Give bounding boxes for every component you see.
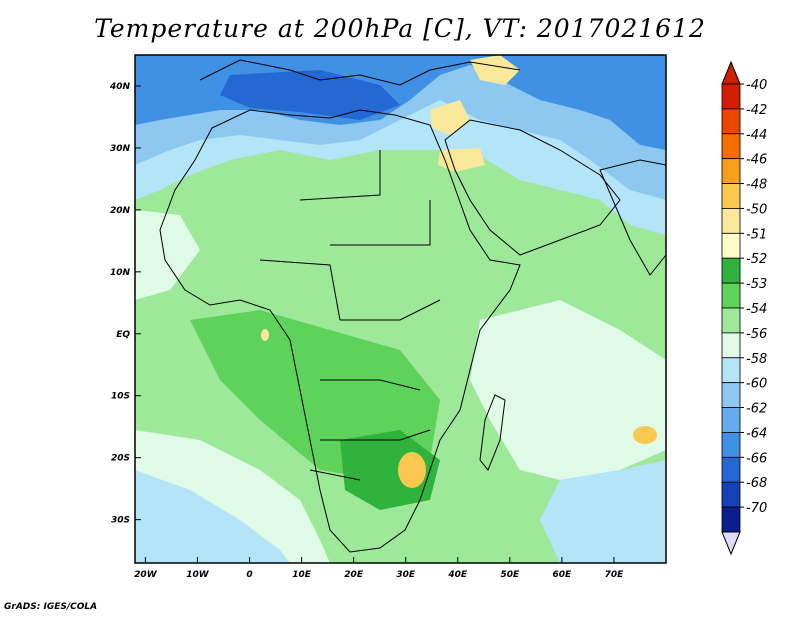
colorbar-swatch	[721, 108, 741, 135]
colorbar-label: -52	[746, 252, 767, 267]
colorbar-label: -48	[746, 178, 767, 193]
cold-region-south-mid	[135, 470, 290, 563]
colorbar-label: -51	[746, 227, 767, 242]
colorbar-label: -60	[746, 377, 767, 392]
warm-spot-congo	[261, 329, 269, 341]
x-tick-label: 10E	[292, 570, 312, 580]
y-tick-label: 20N	[110, 206, 131, 216]
grads-credit: GrADS: IGES/COLA	[4, 602, 98, 612]
x-tick-label: 50E	[500, 570, 520, 580]
colorbar-bottom-arrow	[721, 531, 741, 556]
colorbar-label: -68	[746, 476, 767, 491]
x-axis: 20W 10W 0 10E 20E 30E 40E 50E 60E 70E	[134, 557, 624, 580]
colorbar-label: -62	[746, 402, 767, 417]
colorbar-label: -66	[746, 451, 767, 466]
y-axis: 40N 30N 20N 10N EQ 10S 20S 30S	[109, 82, 141, 526]
colorbar-swatch	[721, 282, 741, 309]
y-tick-label: 30N	[110, 144, 131, 154]
colorbar-swatch	[721, 183, 741, 209]
colorbar-label: -54	[746, 302, 767, 317]
y-tick-label: EQ	[116, 330, 130, 340]
colorbar-label: -70	[746, 501, 767, 516]
colorbar-swatch	[721, 133, 741, 160]
colorbar-label: -50	[746, 202, 767, 217]
europe-coastline	[199, 59, 521, 86]
indian-ocean-cold	[540, 460, 666, 563]
y-tick-label: 10S	[111, 392, 130, 402]
x-tick-label: 20W	[134, 570, 158, 580]
plot-frame	[134, 54, 667, 564]
colorbar-swatch	[721, 83, 741, 110]
cold-region-north-core	[220, 70, 400, 120]
x-tick-label: 60E	[553, 570, 573, 580]
india-coastline	[599, 159, 666, 276]
x-tick-label: 30E	[396, 570, 416, 580]
colorbar-top-arrow	[721, 60, 741, 85]
indian-ocean-region	[470, 300, 666, 480]
colorbar-label: -58	[746, 352, 767, 367]
colorbar-label: -40	[746, 78, 767, 93]
x-tick-label: 0	[246, 570, 252, 580]
warm-region-middle-east	[430, 55, 520, 172]
x-tick-label: 70E	[605, 570, 625, 580]
colorbar-swatch	[721, 382, 741, 408]
colorbar-label: -64	[746, 426, 767, 441]
coastlines	[159, 59, 666, 553]
y-tick-label: 40N	[109, 82, 131, 92]
y-tick-label: 10N	[110, 268, 131, 278]
x-tick-label: 10W	[186, 570, 210, 580]
borders	[259, 150, 441, 481]
colorbar-label: -44	[746, 128, 767, 143]
colorbar-swatch	[721, 307, 741, 334]
colorbar-swatch	[721, 357, 741, 384]
colorbar-label: -42	[746, 103, 767, 118]
madagascar-coastline	[479, 394, 506, 471]
colorbar-swatch	[721, 456, 741, 483]
arabia-coastline	[444, 119, 621, 256]
colorbar-swatch	[721, 506, 741, 533]
colorbar-swatch	[721, 232, 741, 259]
colorbar-label: -56	[746, 327, 767, 342]
y-tick-label: 30S	[111, 516, 130, 526]
colorbar-swatch	[721, 332, 741, 359]
colorbar-swatch	[721, 432, 741, 458]
tropical-light-band	[135, 210, 200, 300]
colorbar-label: -46	[746, 153, 767, 168]
colorbar: -40 -42 -44 -46 -48 -50 -51 -52 -53 -54 -56 -58 -60 -…	[721, 60, 767, 556]
colorbar-swatch	[721, 257, 741, 284]
colorbar-label: -53	[746, 277, 767, 292]
temperature-field	[135, 55, 666, 563]
x-tick-label: 40E	[447, 570, 468, 580]
southern-africa-dark	[340, 430, 440, 510]
africa-coastline	[159, 109, 521, 553]
map-title: Temperature at 200hPa [C], VT: 201702161…	[94, 14, 706, 43]
x-tick-label: 20E	[344, 570, 364, 580]
colorbar-swatch	[721, 208, 741, 234]
y-tick-label: 20S	[111, 454, 130, 464]
colorbar-swatch	[721, 158, 741, 184]
colorbar-swatch	[721, 481, 741, 508]
warm-spot-southern-africa	[398, 452, 426, 488]
colorbar-swatch	[721, 407, 741, 433]
warm-spot-indian-ocean	[633, 426, 657, 444]
